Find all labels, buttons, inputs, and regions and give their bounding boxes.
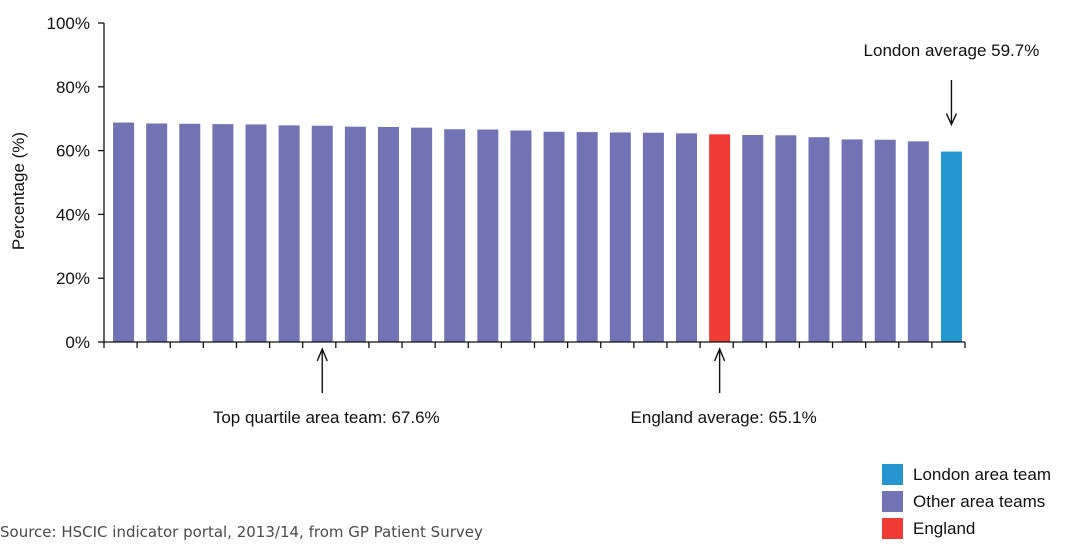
y-tick-label: 20% xyxy=(56,269,90,288)
annotation-arrowhead xyxy=(316,347,328,362)
annotations-group: London average 59.7% Top quartile area te… xyxy=(213,41,1040,427)
legend-swatch-england xyxy=(882,518,903,539)
y-tick-label: 60% xyxy=(56,142,90,161)
y-tick-label: 100% xyxy=(47,14,90,33)
axes-group: 0% 20% 40% 60% 80% 100% xyxy=(47,14,966,352)
bar-other xyxy=(245,124,267,342)
bar-other xyxy=(411,127,433,342)
bar-other xyxy=(642,132,664,342)
bar-other xyxy=(576,132,598,342)
bar-other xyxy=(477,129,499,342)
bar-other xyxy=(179,123,201,342)
bar-other xyxy=(146,123,168,342)
y-axis-title: Percentage (%) xyxy=(9,132,28,250)
annotation-label: Top quartile area team: 67.6% xyxy=(213,408,440,427)
y-tick-label: 80% xyxy=(56,78,90,97)
annotation-arrowhead xyxy=(713,347,726,362)
bar-other xyxy=(808,137,830,342)
bar-other xyxy=(841,139,863,342)
source-note: Source: HSCIC indicator portal, 2013/14,… xyxy=(0,523,483,541)
annotation-arrowhead xyxy=(945,113,958,127)
bar-other xyxy=(311,125,333,342)
bar-other xyxy=(775,135,797,342)
legend-swatch-london xyxy=(882,464,903,485)
bar-other xyxy=(907,141,929,342)
bar-other xyxy=(676,133,698,342)
bar-other xyxy=(543,131,565,342)
bar-other xyxy=(444,129,466,342)
y-tick-label: 0% xyxy=(65,333,90,352)
legend: London area team Other area teams Englan… xyxy=(882,461,1051,542)
legend-item-england: England xyxy=(882,515,1051,542)
bar-other xyxy=(344,126,366,342)
bar-other xyxy=(510,130,532,342)
bar-chart: 0% 20% 40% 60% 80% 100% Percentage (%) London… xyxy=(9,14,1040,427)
bar-other xyxy=(113,122,135,342)
annotation-label: England average: 65.1% xyxy=(631,408,817,427)
legend-label-london: London area team xyxy=(913,464,1051,484)
legend-item-other: Other area teams xyxy=(882,488,1051,515)
bar-other xyxy=(377,126,399,343)
legend-swatch-other xyxy=(882,491,903,512)
legend-label-other: Other area teams xyxy=(913,491,1046,511)
bar-other xyxy=(212,124,234,343)
bar-other xyxy=(609,132,631,342)
y-tick-label: 40% xyxy=(56,205,90,224)
annotation-label: London average 59.7% xyxy=(864,41,1040,60)
bar-other xyxy=(874,139,896,342)
bar-england xyxy=(709,134,731,342)
bar-other xyxy=(278,125,300,343)
bar-other xyxy=(742,134,764,342)
legend-label-england: England xyxy=(913,518,976,538)
bar-london xyxy=(940,151,962,342)
bars-group xyxy=(113,122,962,343)
legend-item-london: London area team xyxy=(882,461,1051,488)
